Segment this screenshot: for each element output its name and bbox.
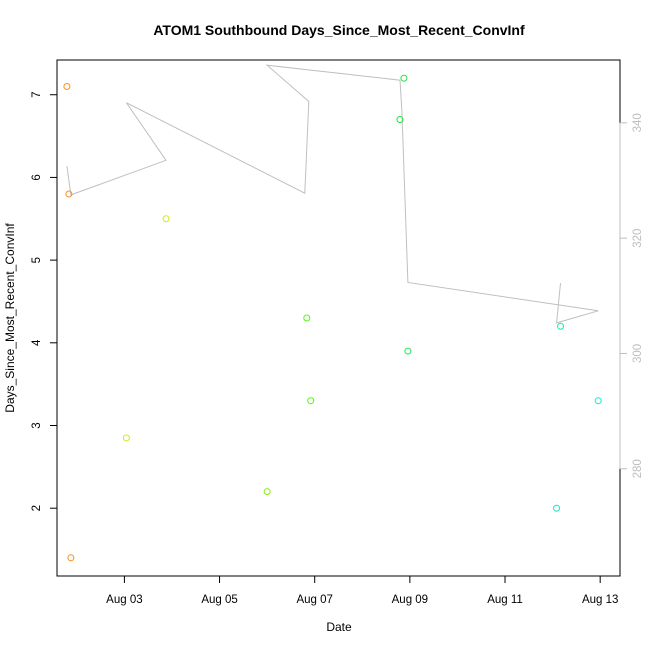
- scatter-point: [303, 314, 311, 322]
- y-axis-label: Days_Since_Most_Recent_ConvInf: [3, 223, 17, 413]
- x-tick-label: Aug 13: [582, 594, 618, 606]
- y-tick-label: 6: [31, 174, 43, 180]
- scatter-point: [553, 504, 561, 512]
- scatter-point: [63, 82, 71, 90]
- y-tick-label: 3: [31, 422, 43, 428]
- x-tick-label: Aug 09: [392, 594, 428, 606]
- x-tick-label: Aug 03: [106, 594, 142, 606]
- x-tick-label: Aug 11: [487, 594, 523, 606]
- chart-title: ATOM1 Southbound Days_Since_Most_Recent_…: [153, 22, 525, 38]
- y2-tick-label: 320: [632, 229, 644, 248]
- plot-frame: [56, 59, 621, 577]
- y-axis: 2 3 4 5 6 7: [31, 92, 58, 511]
- y-tick-label: 5: [31, 257, 43, 263]
- scatter-point: [263, 488, 271, 496]
- scatter-points: [63, 74, 602, 562]
- scatter-point: [65, 190, 73, 198]
- y2-axis: 280 300 320 340: [619, 113, 644, 478]
- y-tick-label: 7: [31, 92, 43, 98]
- scatter-point: [396, 116, 404, 124]
- x-tick-label: Aug 07: [296, 594, 332, 606]
- x-axis-label: Date: [326, 620, 352, 634]
- scatter-point: [67, 554, 75, 562]
- scatter-point: [404, 347, 412, 355]
- line-series: [66, 64, 599, 324]
- scatter-point: [400, 74, 408, 82]
- scatter-point: [162, 215, 170, 223]
- y2-tick-label: 280: [632, 459, 644, 478]
- y-tick-label: 2: [31, 505, 43, 511]
- scatter-point: [307, 397, 315, 405]
- scatter-point: [557, 322, 565, 330]
- y-tick-label: 4: [31, 339, 43, 346]
- x-axis: Aug 03 Aug 05 Aug 07 Aug 09 Aug 11 Aug 13: [106, 575, 618, 606]
- scatter-point: [122, 434, 130, 442]
- line-series-path: [66, 64, 599, 324]
- y2-tick-label: 340: [632, 113, 644, 132]
- y2-tick-label: 300: [632, 344, 644, 363]
- x-tick-label: Aug 05: [201, 594, 237, 606]
- scatter-point: [594, 397, 602, 405]
